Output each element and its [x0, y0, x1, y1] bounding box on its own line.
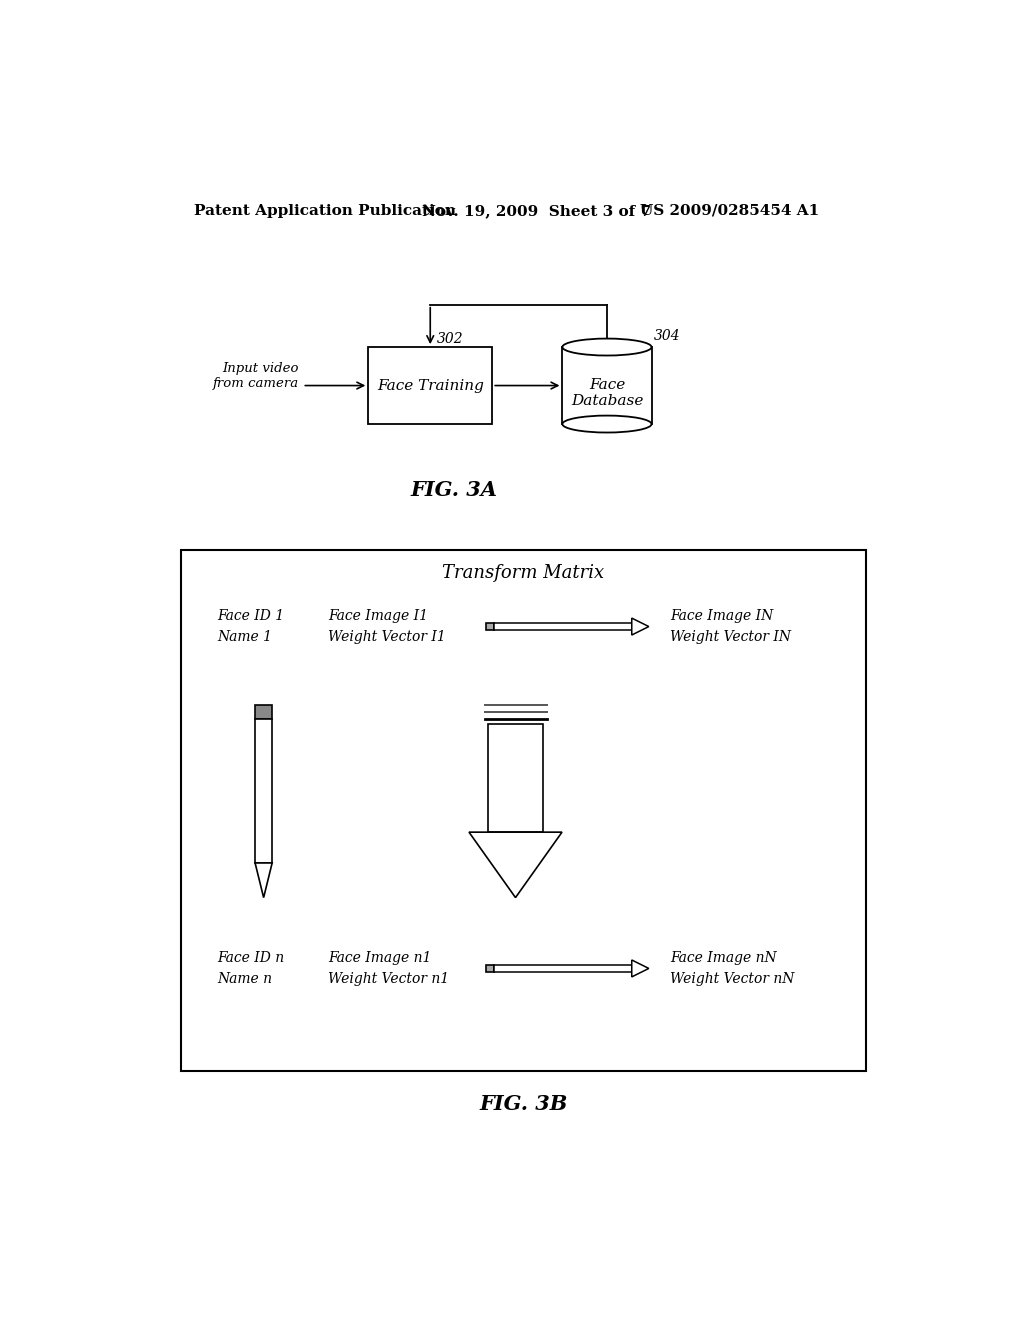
Bar	[494, 623, 632, 630]
Text: FIG. 3B: FIG. 3B	[479, 1094, 567, 1114]
Polygon shape	[632, 960, 649, 977]
Bar	[180, 549, 866, 1071]
Bar	[255, 719, 272, 863]
Bar	[494, 965, 632, 972]
Text: FIG. 3A: FIG. 3A	[410, 479, 497, 499]
Bar	[369, 347, 493, 424]
Polygon shape	[632, 618, 649, 635]
Bar	[255, 705, 272, 719]
Text: Face ID 1
Name 1: Face ID 1 Name 1	[217, 610, 285, 644]
Ellipse shape	[562, 416, 651, 433]
Polygon shape	[255, 863, 272, 898]
Text: Face Image IN
Weight Vector IN: Face Image IN Weight Vector IN	[671, 610, 792, 644]
Bar	[486, 965, 494, 973]
Bar	[486, 623, 494, 631]
Text: Face Image nN
Weight Vector nN: Face Image nN Weight Vector nN	[671, 952, 795, 986]
Text: Face Image n1
Weight Vector n1: Face Image n1 Weight Vector n1	[328, 952, 450, 986]
Text: Face
Database: Face Database	[570, 378, 643, 408]
Text: Nov. 19, 2009  Sheet 3 of 7: Nov. 19, 2009 Sheet 3 of 7	[423, 203, 651, 218]
Text: Face ID n
Name n: Face ID n Name n	[217, 952, 285, 986]
Text: Face Training: Face Training	[377, 379, 483, 392]
Text: Input video
from camera: Input video from camera	[212, 362, 299, 391]
Text: US 2009/0285454 A1: US 2009/0285454 A1	[640, 203, 819, 218]
Text: Face Image I1
Weight Vector I1: Face Image I1 Weight Vector I1	[328, 610, 445, 644]
Ellipse shape	[562, 338, 651, 355]
Text: 302: 302	[436, 333, 463, 346]
Text: Transform Matrix: Transform Matrix	[442, 564, 604, 582]
Bar	[488, 725, 543, 832]
Text: Patent Application Publication: Patent Application Publication	[194, 203, 456, 218]
Text: 304: 304	[654, 329, 681, 342]
Polygon shape	[469, 832, 562, 898]
